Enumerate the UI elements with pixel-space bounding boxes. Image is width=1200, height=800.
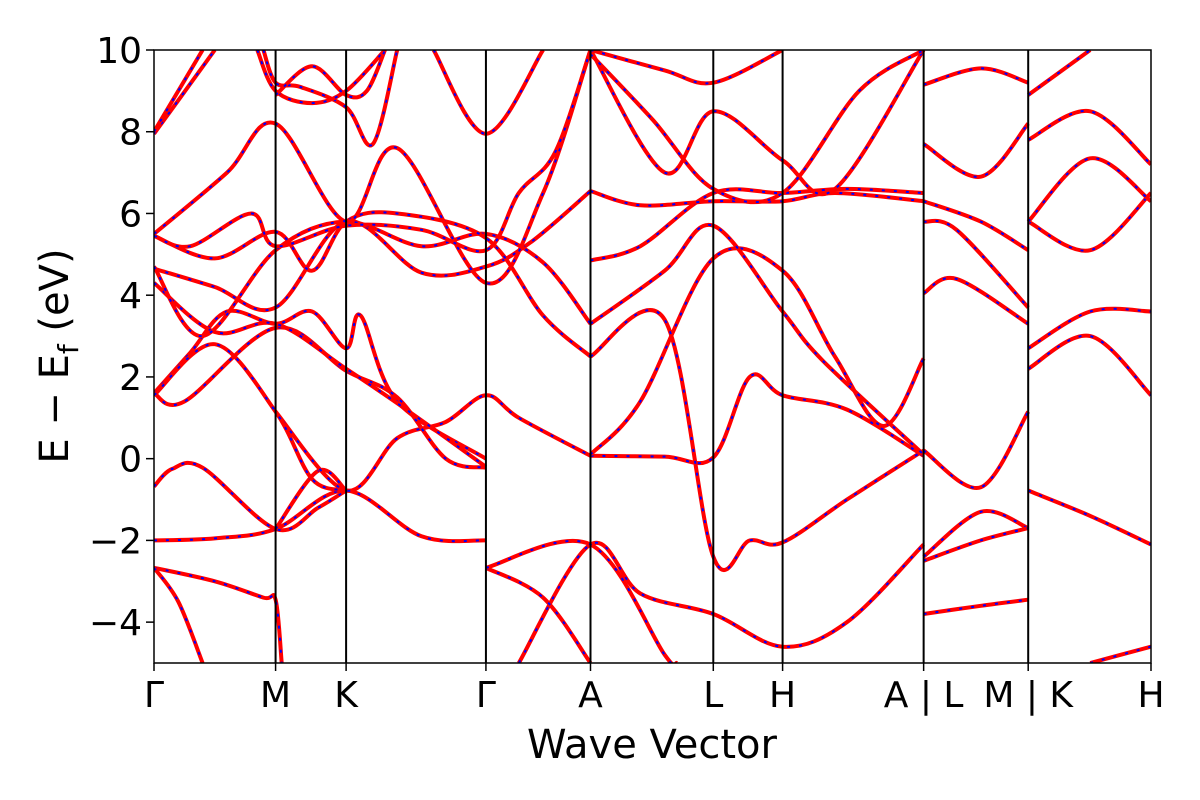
x-tick-label: H — [1137, 675, 1164, 716]
y-tick-label: −2 — [89, 521, 142, 562]
x-tick-label: A | L — [884, 675, 964, 716]
x-tick-label: L — [703, 675, 723, 716]
x-axis: Γ M K Γ A L H A | L M | K H — [144, 663, 1165, 716]
band-line-overlay-18 — [256, 50, 386, 105]
band-line-overlay-36 — [923, 411, 1030, 489]
band-line-overlay-48 — [1027, 50, 1091, 96]
band-line-overlay-27 — [589, 223, 925, 456]
band-line-33 — [923, 597, 1029, 616]
y-axis: −4 −2 0 2 4 6 8 10 — [89, 31, 154, 644]
band-line-overlay-39 — [923, 200, 1029, 252]
x-axis-label: Wave Vector — [527, 722, 778, 768]
band-line-overlay-15 — [154, 50, 216, 135]
y-axis-label-main: E − E — [32, 354, 78, 464]
band-line-15 — [154, 50, 217, 135]
band-line-overlay-8 — [154, 343, 347, 492]
y-tick-label: 8 — [119, 113, 142, 154]
band-line-45 — [1027, 191, 1151, 253]
y-tick-label: 4 — [119, 276, 142, 317]
band-line-41 — [923, 66, 1029, 87]
band-line-overlay-24 — [590, 373, 925, 465]
band-line-overlay-20 — [432, 50, 544, 135]
band-line-overlay-38 — [923, 219, 1029, 309]
band-line-42 — [1027, 488, 1151, 547]
band-line-28 — [589, 186, 924, 263]
x-tick-label: K — [334, 675, 359, 716]
band-line-overlay-29 — [590, 190, 924, 207]
band-line-overlay-40 — [923, 122, 1029, 178]
band-line-44 — [1027, 306, 1151, 351]
band-line-43 — [1027, 333, 1151, 397]
band-line-39 — [922, 199, 1030, 252]
band-line-4 — [154, 566, 205, 663]
band-line-9 — [154, 281, 488, 469]
band-line-3 — [154, 565, 284, 663]
plot-frame — [153, 49, 1152, 664]
high-symmetry-lines — [274, 50, 1030, 663]
band-line-overlay-7 — [154, 326, 487, 469]
band-line-overlay-46 — [1027, 157, 1151, 223]
band-line-40 — [922, 122, 1030, 179]
band-line-overlay-14 — [154, 50, 592, 253]
band-lines — [154, 50, 1151, 663]
band-line-overlay-23 — [485, 539, 678, 663]
band-line-overlay-34 — [922, 510, 1029, 558]
band-line-32 — [589, 50, 925, 205]
band-line-overlay-31 — [590, 50, 784, 85]
band-line-36 — [922, 410, 1030, 490]
y-axis-label: E − Ef (eV) — [32, 248, 85, 463]
x-tick-label: Γ — [144, 675, 164, 716]
y-tick-label: 0 — [119, 440, 142, 481]
band-line-overlay-44 — [1027, 307, 1151, 350]
band-line-overlay-41 — [923, 67, 1029, 86]
band-line-49 — [1089, 644, 1151, 663]
band-line-19 — [274, 50, 387, 100]
y-tick-label: 2 — [119, 358, 142, 399]
band-line-overlay-30 — [589, 50, 925, 196]
band-line-overlay-12 — [154, 211, 592, 358]
band-line-overlay-9 — [154, 282, 487, 468]
y-tick-label: 10 — [96, 31, 142, 72]
x-tick-label: A — [578, 675, 603, 716]
band-line-overlay-22 — [485, 566, 592, 663]
y-axis-label-unit: (eV) — [32, 248, 78, 344]
band-line-overlay-2 — [274, 468, 347, 530]
band-line-overlay-32 — [589, 50, 925, 204]
band-line-overlay-47 — [1027, 110, 1151, 166]
x-tick-label: H — [769, 675, 796, 716]
x-tick-label: Γ — [476, 675, 496, 716]
band-line-30 — [588, 50, 926, 197]
band-line-overlay-43 — [1027, 334, 1151, 397]
band-line-overlay-37 — [923, 276, 1029, 325]
band-line-overlay-45 — [1027, 192, 1151, 252]
band-line-overlay-33 — [923, 598, 1029, 615]
x-tick-label: M — [260, 675, 291, 716]
band-line-16 — [154, 50, 205, 133]
band-line-26 — [589, 308, 925, 573]
band-line-overlay-13 — [154, 50, 592, 285]
band-line-overlay-3 — [154, 566, 283, 663]
band-line-22 — [484, 566, 593, 663]
x-tick-label: M | K — [983, 675, 1074, 716]
band-line-20 — [431, 50, 545, 136]
band-line-overlay-1 — [154, 461, 347, 532]
band-line-47 — [1027, 109, 1151, 166]
y-axis-label-sub: f — [52, 343, 85, 354]
band-line-0 — [154, 488, 487, 544]
band-line-38 — [923, 218, 1030, 309]
band-line-overlay-0 — [154, 489, 486, 543]
y-tick-label: 6 — [119, 194, 142, 235]
band-line-overlay-35 — [923, 527, 1029, 562]
band-line-37 — [922, 275, 1030, 326]
band-line-31 — [589, 50, 784, 86]
y-tick-label: −4 — [89, 603, 142, 644]
band-line-overlay-26 — [589, 309, 925, 572]
